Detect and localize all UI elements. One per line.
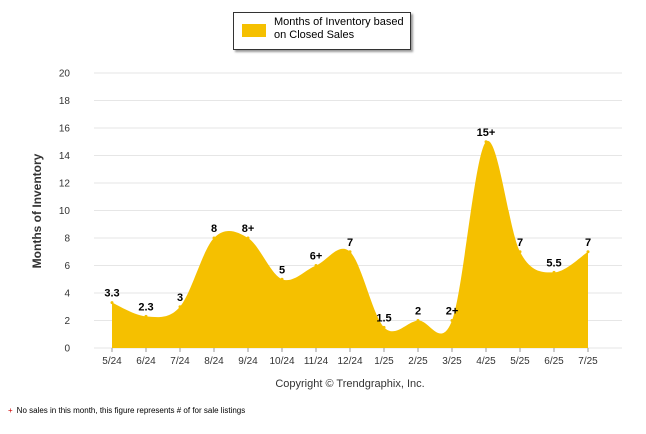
x-tick-label: 7/25 — [578, 356, 598, 367]
y-axis-label: Months of Inventory — [30, 153, 44, 268]
data-point — [416, 319, 420, 322]
data-point — [484, 140, 488, 144]
x-tick-label: 8/24 — [204, 356, 224, 367]
footnote-text: No sales in this month, this figure repr… — [16, 406, 246, 415]
y-tick-label: 6 — [64, 261, 70, 272]
x-tick-label: 10/24 — [269, 356, 294, 367]
x-tick-label: 6/25 — [544, 356, 564, 367]
data-point — [280, 277, 284, 281]
y-tick-label: 4 — [64, 289, 70, 300]
data-point — [178, 305, 182, 309]
x-tick-label: 9/24 — [238, 356, 258, 367]
x-tick-label: 3/25 — [442, 356, 462, 367]
legend: Months of Inventory based on Closed Sale… — [233, 12, 411, 50]
y-tick-label: 0 — [64, 344, 70, 355]
data-label: 5 — [279, 264, 285, 276]
data-point — [586, 250, 590, 254]
data-label: 3.3 — [104, 288, 119, 300]
y-tick-label: 10 — [59, 206, 71, 217]
data-point — [212, 236, 216, 240]
data-point — [246, 236, 250, 240]
x-tick-label: 6/24 — [136, 356, 156, 367]
x-tick-label: 12/24 — [337, 356, 362, 367]
data-label: 8+ — [242, 223, 255, 235]
data-point — [314, 264, 318, 267]
area-series — [110, 140, 590, 348]
y-tick-label: 2 — [64, 316, 70, 327]
footnote: + No sales in this month, this figure rep… — [8, 406, 245, 415]
data-label: 5.5 — [546, 257, 561, 269]
data-label: 7 — [585, 237, 591, 249]
x-tick-label: 5/24 — [102, 356, 122, 367]
y-tick-label: 12 — [59, 179, 71, 190]
data-point — [552, 270, 556, 274]
data-point — [348, 250, 352, 254]
data-label: 15+ — [477, 127, 496, 139]
x-axis-label: Copyright © Trendgraphix, Inc. — [275, 378, 424, 390]
y-axis-ticks: 0 2 4 6 8 10 12 14 16 18 20 — [59, 69, 71, 355]
legend-swatch — [242, 24, 266, 37]
x-tick-label: 11/24 — [304, 356, 329, 367]
area-fill — [112, 140, 588, 348]
y-tick-label: 20 — [59, 69, 71, 80]
x-tick-label: 5/25 — [510, 356, 530, 367]
data-point — [450, 319, 454, 322]
y-tick-label: 18 — [59, 96, 71, 107]
data-label: 2+ — [446, 306, 459, 318]
data-label: 1.5 — [376, 312, 391, 324]
x-tick-label: 4/25 — [476, 356, 496, 367]
data-label: 2.3 — [138, 301, 153, 313]
x-tick-label: 2/25 — [408, 356, 428, 367]
y-tick-label: 8 — [64, 234, 70, 245]
data-labels: 3.3 2.3 3 8 8+ 5 6+ 7 1.5 2 2+ 15+ 7 5.5 7 — [104, 127, 591, 325]
data-point — [110, 301, 114, 305]
data-label: 3 — [177, 292, 183, 304]
data-point — [144, 314, 148, 318]
data-point — [382, 325, 386, 329]
legend-label: Months of Inventory based on Closed Sale… — [274, 16, 404, 41]
data-label: 8 — [211, 223, 217, 235]
y-tick-label: 14 — [59, 151, 71, 162]
data-label: 2 — [415, 306, 421, 318]
x-axis-ticks: 5/24 6/24 7/24 8/24 9/24 10/24 11/24 12/24 1/25 2… — [102, 356, 598, 367]
x-tick-label: 1/25 — [374, 356, 394, 367]
footnote-symbol: + — [8, 406, 13, 415]
data-point — [518, 250, 522, 254]
y-tick-label: 16 — [59, 124, 71, 135]
data-label: 7 — [517, 237, 523, 249]
data-label: 6+ — [310, 251, 323, 263]
data-label: 7 — [347, 237, 353, 249]
x-tick-label: 7/24 — [170, 356, 190, 367]
